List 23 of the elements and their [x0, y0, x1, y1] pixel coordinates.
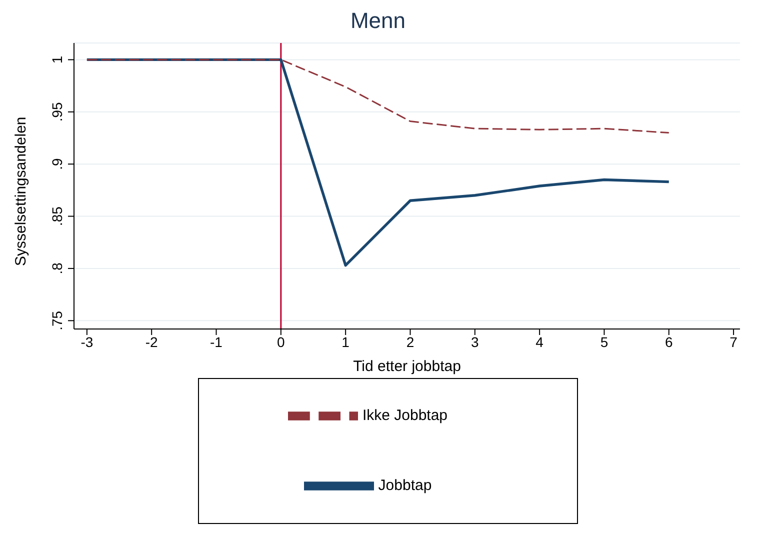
line-series — [86, 58, 670, 134]
y-axis-title: Sysselsettingsandelen — [12, 116, 30, 266]
y-tick-label: .9 — [49, 158, 65, 170]
y-tick-label: .75 — [49, 310, 65, 330]
y-tick-label: .8 — [49, 262, 65, 274]
x-tick-label: -1 — [210, 334, 223, 350]
legend-label: Jobbtap — [378, 476, 432, 494]
x-tick-label: 3 — [470, 334, 479, 350]
legend-label: Ikke Jobbtap — [362, 406, 448, 424]
x-tick-label: -2 — [145, 334, 158, 350]
x-axis-title: Tid etter jobbtap — [353, 358, 461, 375]
y-tick-label: .85 — [49, 206, 65, 226]
chart-title: Menn — [349, 8, 407, 35]
x-tick-label: 2 — [406, 334, 414, 350]
x-tick-label: 0 — [277, 334, 286, 350]
y-tick-label: .95 — [49, 102, 65, 122]
x-tick-label: -3 — [80, 334, 94, 350]
x-tick-label: 6 — [664, 334, 673, 350]
x-tick-label: 5 — [600, 334, 608, 350]
x-tick-label: 4 — [536, 334, 544, 350]
y-tick-label: 1 — [49, 56, 65, 64]
x-tick-label: 1 — [342, 334, 350, 350]
x-tick-label: 7 — [730, 334, 738, 350]
